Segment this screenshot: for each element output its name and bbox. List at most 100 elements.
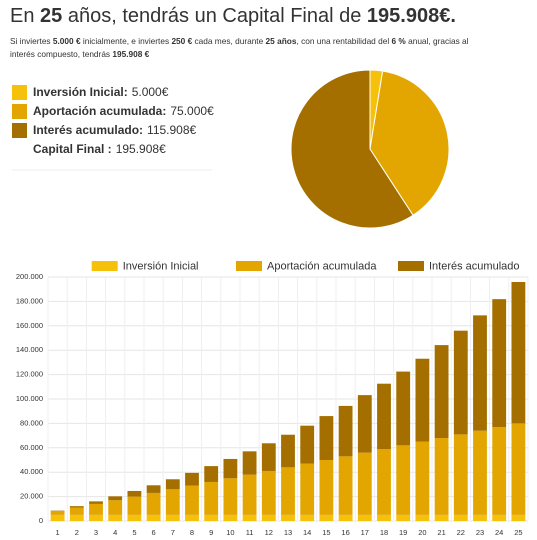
- bar-segment: [377, 514, 391, 521]
- bar-segment: [434, 514, 449, 521]
- x-tick-label: 24: [495, 528, 503, 537]
- y-tick-label: 80.000: [20, 418, 43, 427]
- y-tick-label: 40.000: [20, 467, 43, 476]
- bar-segment: [473, 315, 487, 431]
- summary-label: Aportación acumulada:: [33, 104, 166, 118]
- bar-segment: [377, 383, 391, 450]
- bar-segment: [434, 345, 449, 439]
- bar-segment: [434, 438, 449, 515]
- bar-segment: [261, 470, 276, 515]
- bar-segment: [261, 514, 276, 521]
- summary-label: Capital Final :: [33, 142, 112, 156]
- headline-text: En: [10, 5, 40, 27]
- bar-segment: [338, 456, 353, 515]
- x-tick-label: 9: [209, 528, 213, 537]
- headline-years: 25: [40, 5, 62, 27]
- y-tick-label: 120.000: [16, 370, 43, 379]
- bar-segment: [300, 514, 315, 521]
- y-tick-label: 140.000: [16, 345, 43, 354]
- y-tick-label: 100.000: [16, 394, 43, 403]
- bar-segment: [242, 514, 257, 521]
- bar-segment: [453, 434, 468, 515]
- x-tick-label: 21: [437, 528, 445, 537]
- bar-segment: [338, 514, 353, 521]
- bar-segment: [185, 514, 199, 521]
- bar-segment: [50, 511, 65, 515]
- summary-value: 75.000€: [170, 104, 214, 118]
- bar-segment: [319, 514, 334, 521]
- bar-segment: [185, 485, 199, 515]
- legend-swatch: [236, 261, 262, 271]
- bar-segment: [338, 405, 353, 457]
- bar-segment: [165, 514, 180, 521]
- bar-segment: [242, 474, 257, 515]
- x-tick-label: 15: [322, 528, 330, 537]
- bar-segment: [146, 492, 161, 515]
- desc-text: interés compuesto, tendrás: [10, 49, 112, 59]
- bar-segment: [69, 514, 84, 521]
- y-tick-label: 160.000: [16, 321, 43, 330]
- bar-segment: [357, 514, 372, 521]
- bar-segment: [396, 514, 411, 521]
- bar-segment: [511, 514, 526, 521]
- x-tick-label: 18: [380, 528, 388, 537]
- bar-segment: [511, 423, 526, 515]
- bar-segment: [492, 299, 507, 428]
- desc-bold: 25 años: [266, 36, 297, 46]
- x-tick-label: 25: [514, 528, 522, 537]
- legend-label: Interés acumulado: [429, 260, 520, 272]
- desc-bold: 195.908 €: [112, 49, 149, 59]
- bar-segment: [357, 452, 372, 515]
- legend-swatch: [398, 261, 424, 271]
- bar-segment: [281, 514, 295, 521]
- desc-text: , con una rentabilidad del: [296, 36, 391, 46]
- x-tick-label: 6: [152, 528, 156, 537]
- x-tick-label: 12: [265, 528, 273, 537]
- pie-slice: [290, 69, 414, 229]
- summary-row: Interés acumulado: 115.908€: [33, 123, 197, 137]
- summary-value: 195.908€: [116, 142, 166, 156]
- summary-label: Inversión Inicial:: [33, 85, 128, 99]
- bar-segment: [415, 441, 430, 515]
- description-line: interés compuesto, tendrás 195.908 €: [10, 49, 150, 59]
- bar-segment: [223, 478, 238, 515]
- bar-segment: [281, 467, 295, 515]
- desc-bold: 5.000 €: [53, 36, 81, 46]
- x-tick-label: 5: [132, 528, 136, 537]
- x-tick-label: 8: [190, 528, 194, 537]
- y-tick-label: 60.000: [20, 443, 43, 452]
- bar-segment: [396, 445, 411, 515]
- bar-segment: [492, 427, 507, 515]
- bar-segment: [69, 506, 84, 508]
- desc-text: cada mes, durante: [192, 36, 265, 46]
- x-tick-label: 4: [113, 528, 117, 537]
- bar-segment: [204, 514, 219, 521]
- x-tick-label: 14: [303, 528, 311, 537]
- bar-segment: [50, 514, 65, 521]
- x-tick-label: 23: [476, 528, 484, 537]
- x-tick-label: 16: [341, 528, 349, 537]
- bar-segment: [415, 358, 430, 442]
- desc-text: inicialmente, e inviertes: [81, 36, 172, 46]
- bar-segment: [165, 489, 180, 515]
- bar-segment: [319, 416, 334, 460]
- headline: En 25 años, tendrás un Capital Final de …: [10, 5, 456, 27]
- bar-segment: [473, 430, 487, 515]
- y-tick-label: 180.000: [16, 296, 43, 305]
- bar-segment: [300, 425, 315, 464]
- bar-segment: [108, 496, 123, 501]
- x-tick-label: 7: [171, 528, 175, 537]
- x-tick-label: 13: [284, 528, 292, 537]
- x-tick-label: 22: [457, 528, 465, 537]
- bar-segment: [281, 434, 295, 468]
- bar-segment: [146, 514, 161, 521]
- summary-row: Capital Final : 195.908€: [33, 142, 166, 156]
- bar-segment: [377, 449, 391, 515]
- bar-segment: [89, 501, 103, 504]
- bar-segment: [453, 330, 468, 435]
- x-tick-label: 17: [361, 528, 369, 537]
- bar-segment: [453, 514, 468, 521]
- x-tick-label: 20: [418, 528, 426, 537]
- legend-label: Aportación acumulada: [267, 260, 377, 272]
